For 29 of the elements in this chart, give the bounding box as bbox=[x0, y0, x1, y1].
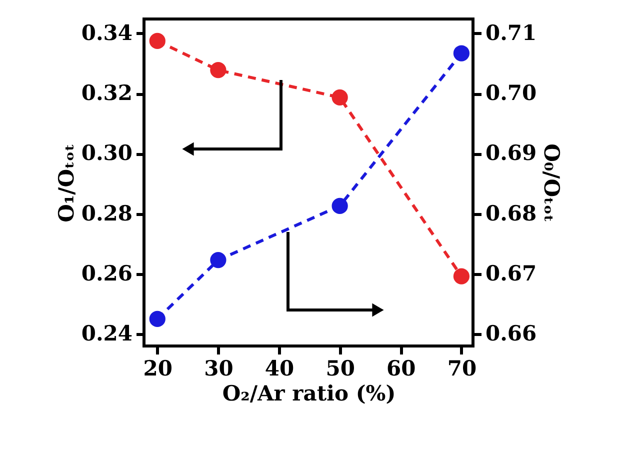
y2-tick-label: 0.71 bbox=[486, 20, 537, 45]
y-tick-label: 0.24 bbox=[81, 320, 132, 346]
y2-tick-label: 0.68 bbox=[486, 200, 537, 226]
point bbox=[332, 89, 348, 106]
y2-tick-label: 0.69 bbox=[486, 140, 537, 166]
x-axis-title: O₂/Ar ratio (%) bbox=[222, 380, 396, 406]
x-tick-label: 40 bbox=[264, 356, 294, 380]
point bbox=[149, 32, 166, 49]
point bbox=[210, 252, 226, 268]
x-tick-label: 20 bbox=[143, 356, 172, 380]
y2-axis-title: O₀/Oₜₒₜ bbox=[540, 144, 565, 222]
y-tick-label: 0.26 bbox=[81, 260, 132, 286]
x-tick-label: 50 bbox=[326, 356, 355, 380]
point bbox=[210, 62, 226, 78]
y-tick-label: 0.28 bbox=[81, 200, 132, 226]
x-tick-label: 70 bbox=[447, 356, 477, 380]
point bbox=[453, 268, 470, 284]
y-axis-title: O₁/Oₜₒₜ bbox=[53, 144, 78, 222]
y2-tick-label: 0.70 bbox=[486, 80, 537, 106]
point bbox=[149, 310, 166, 327]
y-tick-label: 0.32 bbox=[81, 80, 132, 106]
point bbox=[453, 45, 470, 62]
point bbox=[332, 198, 348, 214]
x-tick-label: 30 bbox=[204, 356, 234, 380]
y2-tick-label: 0.66 bbox=[486, 320, 537, 346]
y-tick-label: 0.30 bbox=[81, 140, 132, 166]
y2-tick-label: 0.67 bbox=[486, 260, 537, 286]
x-tick-label: 60 bbox=[386, 356, 416, 380]
y-tick-label: 0.34 bbox=[81, 20, 132, 45]
